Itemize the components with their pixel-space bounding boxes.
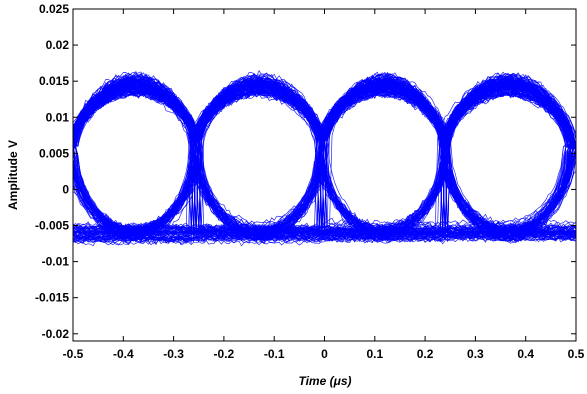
- x-tick-label: -0.2: [214, 347, 235, 361]
- x-tick-label: 0.4: [517, 347, 534, 361]
- signal-trace: [73, 79, 576, 237]
- signal-traces: [73, 69, 576, 247]
- y-tick-label: 0.01: [46, 110, 70, 124]
- y-tick-label: 0.02: [46, 38, 70, 52]
- signal-trace: [73, 79, 576, 236]
- signal-trace: [73, 232, 576, 241]
- x-tick-label: 0.1: [366, 347, 383, 361]
- signal-trace: [73, 78, 576, 236]
- y-tick-label: -0.015: [35, 291, 69, 305]
- y-tick-label: 0.025: [39, 2, 69, 16]
- signal-trace: [73, 82, 576, 233]
- signal-trace: [73, 81, 576, 241]
- signal-trace: [73, 75, 576, 236]
- x-tick-label: 0: [321, 347, 328, 361]
- signal-trace: [73, 146, 576, 233]
- signal-trace: [73, 87, 576, 230]
- x-tick-label: -0.4: [113, 347, 134, 361]
- x-tick-label: -0.5: [63, 347, 84, 361]
- y-tick-label: -0.01: [42, 255, 70, 269]
- x-tick-label: 0.2: [417, 347, 434, 361]
- signal-trace: [73, 92, 576, 244]
- x-tick-label: -0.3: [163, 347, 184, 361]
- y-tick-label: 0.005: [39, 146, 69, 160]
- signal-trace: [73, 80, 576, 232]
- signal-trace: [73, 82, 576, 243]
- y-tick-label: -0.02: [42, 327, 70, 341]
- signal-trace: [73, 72, 576, 240]
- signal-trace: [73, 82, 576, 243]
- x-tick-label: 0.5: [568, 347, 585, 361]
- y-tick-label: -0.005: [35, 219, 69, 233]
- signal-trace: [73, 79, 576, 150]
- signal-trace: [73, 87, 576, 238]
- signal-trace: [73, 80, 576, 245]
- x-axis: -0.5 -0.4 -0.3 -0.2 -0.1 0 0.1 0.2 0.3 0.4 0.5: [63, 9, 585, 361]
- y-tick-label: 0: [62, 182, 69, 196]
- y-axis-label: Amplitude V: [6, 140, 20, 210]
- x-axis-label: Time (μs): [298, 374, 351, 388]
- signal-trace: [73, 81, 576, 232]
- y-axis: 0.025 0.02 0.015 0.01 0.005 0 -0.005 -0.01 -0.01…: [35, 2, 576, 341]
- x-tick-label: -0.1: [264, 347, 285, 361]
- x-tick-label: 0.3: [467, 347, 484, 361]
- y-tick-label: 0.015: [39, 74, 69, 88]
